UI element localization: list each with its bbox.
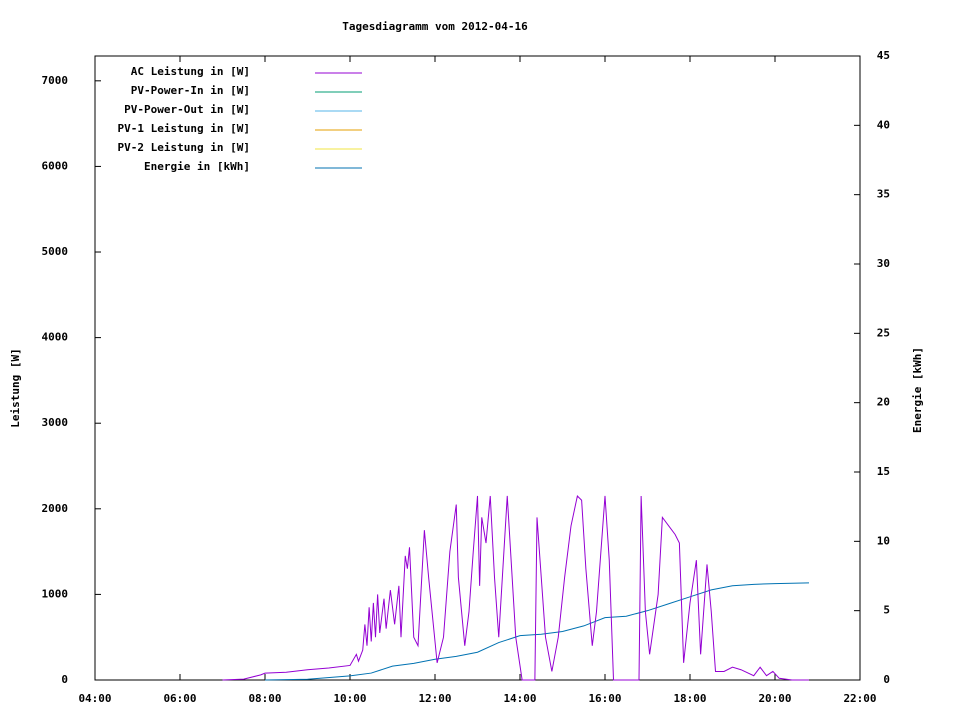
y-tick-label: 6000 bbox=[42, 159, 69, 172]
x-tick-label: 04:00 bbox=[78, 692, 111, 705]
x-tick-label: 22:00 bbox=[843, 692, 876, 705]
y2-tick-label: 40 bbox=[877, 118, 890, 131]
y2-tick-label: 30 bbox=[877, 257, 890, 270]
plot-frame bbox=[94, 55, 861, 681]
y2-tick-label: 15 bbox=[877, 465, 890, 478]
legend-label: AC Leistung in [W] bbox=[131, 65, 250, 78]
legend-label: PV-1 Leistung in [W] bbox=[118, 122, 250, 135]
legend-label: PV-Power-Out in [W] bbox=[124, 103, 250, 116]
y2-tick-label: 25 bbox=[877, 326, 890, 339]
series-line bbox=[264, 582, 810, 681]
x-tick-label: 10:00 bbox=[333, 692, 366, 705]
y-axis-label: Leistung [W] bbox=[9, 348, 22, 427]
y2-tick-label: 45 bbox=[877, 49, 890, 62]
y-tick-label: 3000 bbox=[42, 416, 69, 429]
y2-tick-label: 5 bbox=[883, 604, 890, 617]
y2-tick-label: 10 bbox=[877, 534, 890, 547]
x-tick-label: 12:00 bbox=[418, 692, 451, 705]
y-tick-label: 5000 bbox=[42, 245, 69, 258]
legend-label: PV-2 Leistung in [W] bbox=[118, 141, 250, 154]
legend-label: Energie in [kWh] bbox=[144, 160, 250, 173]
x-tick-label: 06:00 bbox=[163, 692, 196, 705]
y-tick-label: 1000 bbox=[42, 587, 69, 600]
y-tick-label: 4000 bbox=[42, 331, 69, 344]
chart-title: Tagesdiagramm vom 2012-04-16 bbox=[342, 20, 528, 33]
x-tick-label: 18:00 bbox=[673, 692, 706, 705]
x-tick-label: 08:00 bbox=[248, 692, 281, 705]
y2-tick-label: 35 bbox=[877, 188, 890, 201]
series-line bbox=[222, 494, 809, 681]
x-tick-label: 14:00 bbox=[503, 692, 536, 705]
x-tick-label: 20:00 bbox=[758, 692, 791, 705]
y2-tick-label: 20 bbox=[877, 396, 890, 409]
y-tick-label: 7000 bbox=[42, 74, 69, 87]
y2-tick-label: 0 bbox=[883, 673, 890, 686]
y2-axis-label: Energie [kWh] bbox=[911, 347, 924, 433]
y-tick-label: 2000 bbox=[42, 502, 69, 515]
legend-label: PV-Power-In in [W] bbox=[131, 84, 250, 97]
x-tick-label: 16:00 bbox=[588, 692, 621, 705]
y-tick-label: 0 bbox=[61, 673, 68, 686]
